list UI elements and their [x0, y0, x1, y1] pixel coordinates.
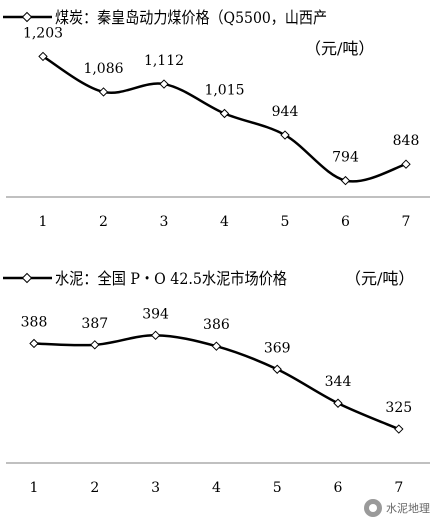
- coal-point-marker: [219, 108, 230, 119]
- cement-x-tick-label: 3: [151, 480, 160, 496]
- coal-point-marker: [159, 79, 169, 89]
- cement-point-marker: [29, 338, 39, 349]
- cement-point-marker: [211, 341, 222, 351]
- cement-value-label: 325: [385, 400, 412, 416]
- cement-value-label: 344: [325, 374, 352, 390]
- cement-legend-label: 水泥：全国 P・O 42.5水泥市场价格: [55, 269, 287, 288]
- coal-point-marker: [98, 87, 109, 97]
- cement-point-marker: [90, 340, 100, 350]
- coal-point-marker: [401, 159, 411, 169]
- cement-x-tick-label: 6: [334, 480, 343, 496]
- coal-value-label: 794: [332, 150, 359, 166]
- cement-x-tick-label: 5: [273, 480, 282, 496]
- coal-value-label: 1,015: [204, 83, 244, 99]
- cement-value-label: 386: [203, 317, 230, 333]
- cement-x-tick-label: 7: [394, 480, 403, 496]
- coal-legend-label: 煤炭：秦皇岛动力煤价格（Q5500，山西产: [55, 8, 327, 27]
- cement-point-marker: [272, 364, 282, 374]
- coal-x-tick-label: 1: [39, 214, 48, 230]
- cement-value-label: 387: [81, 316, 108, 332]
- coal-unit-label: （元/吨）: [305, 39, 374, 58]
- coal-value-label: 1,112: [144, 53, 184, 69]
- wechat-logo-icon: [364, 499, 382, 517]
- cement-point-marker: [150, 330, 161, 341]
- coal-point-marker: [38, 51, 48, 62]
- cement-value-label: 369: [264, 340, 291, 356]
- coal-x-tick-label: 4: [220, 214, 229, 230]
- coal-value-label: 848: [393, 133, 420, 149]
- coal-x-tick-label: 2: [99, 214, 108, 230]
- coal-legend-marker: [21, 11, 33, 23]
- coal-value-label: 1,203: [23, 25, 63, 41]
- cement-unit-label: （元/吨）: [345, 269, 414, 288]
- cement-x-tick-label: 4: [212, 480, 221, 496]
- coal-value-label: 944: [272, 104, 299, 120]
- watermark: 水泥地理: [364, 499, 430, 517]
- cement-point-marker: [394, 424, 404, 434]
- coal-point-marker: [340, 175, 351, 186]
- coal-x-tick-label: 3: [160, 214, 169, 230]
- cement-x-tick-label: 1: [30, 480, 39, 496]
- cement-point-marker: [333, 398, 343, 408]
- cement-legend-marker: [21, 272, 33, 284]
- cement-value-label: 394: [142, 306, 169, 322]
- cement-value-label: 388: [21, 314, 48, 330]
- cement-x-tick-label: 2: [90, 480, 99, 496]
- coal-x-tick-label: 5: [281, 214, 290, 230]
- coal-point-marker: [280, 130, 290, 140]
- coal-value-label: 1,086: [83, 61, 123, 77]
- coal-x-tick-label: 6: [341, 214, 350, 230]
- watermark-text: 水泥地理: [386, 502, 430, 515]
- coal-x-tick-label: 7: [402, 214, 411, 230]
